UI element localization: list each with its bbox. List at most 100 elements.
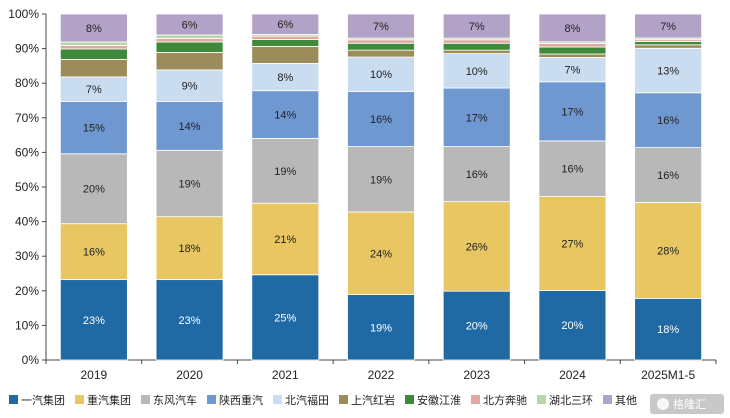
bar-segment: [155, 279, 224, 361]
axis-layer: 0% 10% 20% 30% 40% 50% 60% 70% 80% 90% 100% 2019 202…: [8, 7, 717, 382]
data-label: 18%: [179, 243, 201, 255]
legend-swatch: [471, 395, 480, 404]
bar-segment: [442, 201, 511, 292]
bar-segment: [59, 59, 128, 78]
data-label: 17%: [561, 106, 583, 118]
bar-segment: [634, 44, 703, 49]
legend-swatch: [273, 395, 282, 404]
legend-label: 安徽江淮: [417, 393, 461, 407]
data-label: 13%: [657, 66, 679, 78]
bar-segment: [251, 202, 320, 276]
y-tick-label: 60%: [15, 145, 39, 159]
y-tick-label: 40%: [15, 215, 39, 229]
bar-segment: [347, 42, 415, 51]
legend-label: 其他: [615, 394, 637, 407]
y-tick-label: 90%: [15, 42, 39, 56]
y-tick-label: 50%: [15, 180, 39, 194]
data-label: 8%: [277, 72, 293, 84]
data-label: 16%: [466, 169, 488, 181]
legend-item: 一汽集团: [9, 393, 65, 407]
bar-segment: [155, 52, 224, 71]
legend-label: 上汽红岩: [351, 393, 395, 407]
bar-segment: [538, 13, 607, 43]
bar-segment: [634, 92, 703, 149]
bar-segment: [347, 39, 415, 44]
bar-segment: [538, 43, 607, 48]
data-label: 7%: [564, 65, 580, 77]
x-tick-label: 2022: [368, 368, 395, 382]
legend-item: 陕西重汽: [207, 393, 263, 407]
data-label: 19%: [274, 166, 296, 178]
bar-segment: [442, 39, 511, 44]
bar-segment: [251, 274, 320, 361]
data-label: 6%: [277, 19, 293, 31]
y-tick-label: 100%: [8, 7, 39, 21]
bar-segment: [59, 223, 128, 281]
legend: 一汽集团 重汽集团 东风汽车 陕西重汽 北汽福田 上汽红岩 安徽江淮 北方奔驰 湖北三环 其他: [9, 393, 637, 407]
bar-segment: [251, 35, 320, 40]
watermark-text: 格隆汇: [673, 397, 706, 411]
data-label: 23%: [179, 315, 201, 327]
watermark-background: [650, 394, 724, 414]
legend-label: 北汽福田: [285, 393, 329, 407]
bar-segment: [442, 53, 511, 89]
data-label: 6%: [182, 19, 198, 31]
y-tick-label: 0%: [22, 353, 40, 367]
bar-segment: [442, 290, 511, 361]
legend-item: 重汽集团: [75, 393, 131, 407]
data-label: 28%: [657, 245, 679, 257]
bar-segment: [347, 56, 415, 92]
bar-segment: [347, 211, 415, 295]
watermark-logo-icon: [657, 398, 669, 410]
x-tick-label: 2020: [176, 368, 203, 382]
bar-segment: [442, 42, 511, 51]
data-label: 19%: [179, 179, 201, 191]
legend-label: 陕西重汽: [219, 393, 263, 407]
bar-segment: [634, 47, 703, 94]
bar-segment: [538, 290, 607, 361]
bar-segment: [442, 87, 511, 147]
bar-segment: [347, 49, 415, 58]
data-label: 27%: [561, 239, 583, 251]
y-tick-label: 70%: [15, 111, 39, 125]
bar-segment: [155, 100, 224, 151]
bar-segment: [538, 196, 607, 291]
y-tick-label: 30%: [15, 249, 39, 263]
legend-label: 重汽集团: [87, 393, 131, 407]
legend-label: 北方奔驰: [483, 393, 527, 407]
data-label: 16%: [83, 247, 105, 259]
bar-segment: [155, 13, 224, 36]
data-label: 18%: [657, 324, 679, 336]
data-label: 19%: [370, 322, 392, 334]
data-label: 25%: [274, 312, 296, 324]
x-tick-label: 2024: [559, 368, 586, 382]
bar-segment: [538, 81, 607, 142]
y-tick-label: 20%: [15, 284, 39, 298]
data-label: 16%: [561, 164, 583, 176]
data-label: 7%: [373, 21, 389, 33]
bar-segment: [59, 48, 128, 60]
data-label: 9%: [182, 81, 198, 93]
data-label: 26%: [466, 241, 488, 253]
data-label: 21%: [274, 234, 296, 246]
data-label: 7%: [86, 84, 102, 96]
bar-segment: [251, 63, 320, 92]
x-tick-label: 2019: [81, 368, 108, 382]
legend-swatch: [75, 395, 84, 404]
bar-segment: [442, 13, 511, 39]
labels-layer: 23% 16% 20% 15% 7% 8% 23% 18% 19% 14% 9% 6% 25% 21% 19…: [83, 19, 680, 336]
bars-layer: [59, 13, 703, 361]
x-tick-label: 2023: [463, 368, 490, 382]
x-tick-label: 2021: [272, 368, 299, 382]
legend-label: 湖北三环: [549, 394, 593, 407]
data-label: 23%: [83, 315, 105, 327]
bar-segment: [442, 146, 511, 203]
y-tick-label: 10%: [15, 318, 39, 332]
bar-segment: [347, 146, 415, 213]
legend-swatch: [603, 395, 612, 404]
data-label: 20%: [561, 320, 583, 332]
data-label: 24%: [370, 248, 392, 260]
bar-segment: [634, 13, 703, 39]
